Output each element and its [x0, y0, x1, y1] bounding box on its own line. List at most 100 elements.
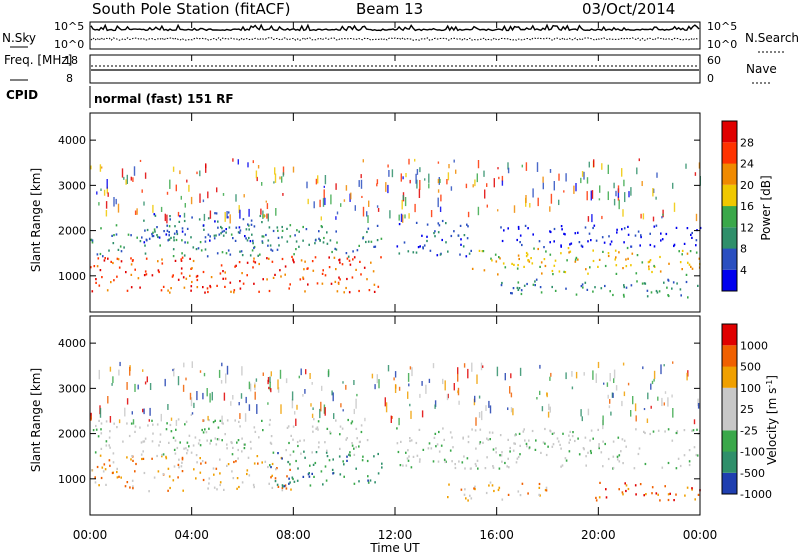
power-cell-335 — [239, 250, 241, 253]
velocity-cell-745 — [434, 400, 437, 407]
power-cell-284 — [294, 234, 296, 237]
power-cell-760 — [391, 169, 394, 178]
power-cell-544 — [527, 259, 530, 262]
power-cell-454 — [462, 245, 465, 248]
velocity-cell-123 — [232, 477, 235, 480]
power-cell-804 — [662, 213, 664, 216]
power-cell-281 — [249, 254, 252, 257]
power-cell-124 — [145, 257, 148, 260]
velocity-cell-486 — [618, 460, 621, 463]
power-cell-276 — [111, 234, 113, 237]
power-cell-638 — [580, 244, 583, 247]
power-cell-889 — [507, 167, 510, 174]
power-cell-332 — [172, 255, 175, 258]
power-cell-852 — [586, 177, 589, 184]
time-tick-label-6: 00:00 — [683, 528, 718, 542]
velocity-cell-689 — [510, 373, 512, 379]
power-cell-491 — [568, 251, 570, 254]
velocity-cell-183 — [291, 476, 294, 479]
power-colorbar-tick-5: 24 — [740, 158, 754, 171]
velocity-cell-34 — [219, 483, 221, 487]
velocity-cell-736 — [190, 397, 193, 407]
power-cell-213 — [221, 251, 224, 254]
velocity-cell-26 — [199, 471, 202, 474]
velocity-cell-45 — [132, 459, 134, 462]
power-cell-906 — [446, 179, 448, 185]
power-cell-564 — [577, 258, 579, 261]
velocity-cell-469 — [696, 454, 699, 457]
power-cell-483 — [539, 265, 541, 268]
velocity-cell-783 — [407, 391, 409, 399]
velocity-cell-547 — [512, 449, 515, 452]
velocity-cell-580 — [587, 451, 589, 454]
power-cell-742 — [262, 210, 264, 219]
velocity-cell-608 — [624, 482, 626, 485]
power-cell-862 — [205, 164, 207, 169]
power-cell-498 — [544, 264, 547, 268]
power-cell-569 — [481, 250, 484, 253]
velocity-cell-569 — [618, 454, 621, 457]
power-cell-256 — [261, 240, 264, 243]
power-cell-846 — [416, 179, 418, 189]
velocity-cell-495 — [488, 431, 491, 434]
power-cell-948 — [550, 193, 553, 204]
velocity-cell-193 — [346, 459, 348, 462]
power-cell-935 — [196, 171, 198, 175]
velocity-cell-291 — [105, 440, 108, 443]
velocity-cell-385 — [657, 429, 660, 432]
power-cell-187 — [293, 253, 295, 256]
velocity-cell-667 — [333, 413, 335, 419]
velocity-cell-576 — [434, 432, 437, 435]
power-cell-29 — [268, 289, 271, 293]
velocity-cell-800 — [541, 406, 544, 412]
velocity-cell-264 — [268, 423, 271, 426]
power-cell-182 — [93, 265, 96, 268]
power-cell-641 — [516, 238, 518, 242]
velocity-cell-643 — [470, 497, 473, 500]
velocity-cell-909 — [269, 376, 271, 383]
velocity-cell-466 — [396, 427, 398, 430]
power-cell-297 — [318, 230, 320, 233]
velocity-cell-511 — [440, 444, 443, 447]
power-cell-118 — [189, 257, 191, 260]
power-cell-486 — [471, 267, 474, 270]
velocity-cell-597 — [669, 492, 671, 495]
power-cell-388 — [228, 226, 231, 229]
velocity-cell-651 — [501, 498, 504, 501]
power-cell-6 — [258, 262, 260, 266]
velocity-cell-913 — [478, 412, 481, 418]
velocity-cell-366 — [316, 426, 319, 429]
velocity-cell-570 — [416, 454, 419, 457]
velocity-cell-660 — [507, 407, 509, 411]
velocity-cell-544 — [675, 467, 678, 470]
power-cell-848 — [529, 203, 531, 208]
velocity-cell-155 — [355, 467, 357, 470]
velocity-cell-314 — [158, 444, 160, 447]
power-ytick-label-2: 3000 — [58, 179, 86, 192]
velocity-cell-824 — [546, 392, 548, 398]
power-cell-241 — [119, 245, 122, 248]
velocity-cell-756 — [539, 390, 541, 396]
velocity-cell-423 — [598, 447, 600, 450]
power-cell-77 — [279, 269, 281, 272]
velocity-cell-269 — [100, 428, 102, 431]
velocity-cell-17 — [201, 460, 204, 463]
velocity-cell-373 — [222, 422, 224, 425]
velocity-cell-243 — [312, 430, 314, 433]
power-cell-67 — [162, 285, 165, 288]
power-cell-294 — [230, 233, 233, 236]
velocity-cell-84 — [100, 476, 103, 480]
velocity-cell-840 — [342, 409, 344, 412]
velocity-cell-615 — [622, 493, 624, 496]
power-cell-439 — [457, 234, 460, 237]
velocity-cell-881 — [167, 404, 169, 410]
power-cell-945 — [199, 170, 201, 177]
power-cell-188 — [281, 236, 283, 239]
velocity-cell-365 — [286, 426, 289, 429]
velocity-cell-167 — [373, 455, 375, 458]
velocity-cell-896 — [609, 399, 611, 404]
velocity-cell-336 — [174, 452, 177, 455]
velocity-cell-614 — [655, 492, 658, 495]
power-cell-463 — [607, 252, 610, 255]
velocity-cell-828 — [270, 388, 272, 393]
